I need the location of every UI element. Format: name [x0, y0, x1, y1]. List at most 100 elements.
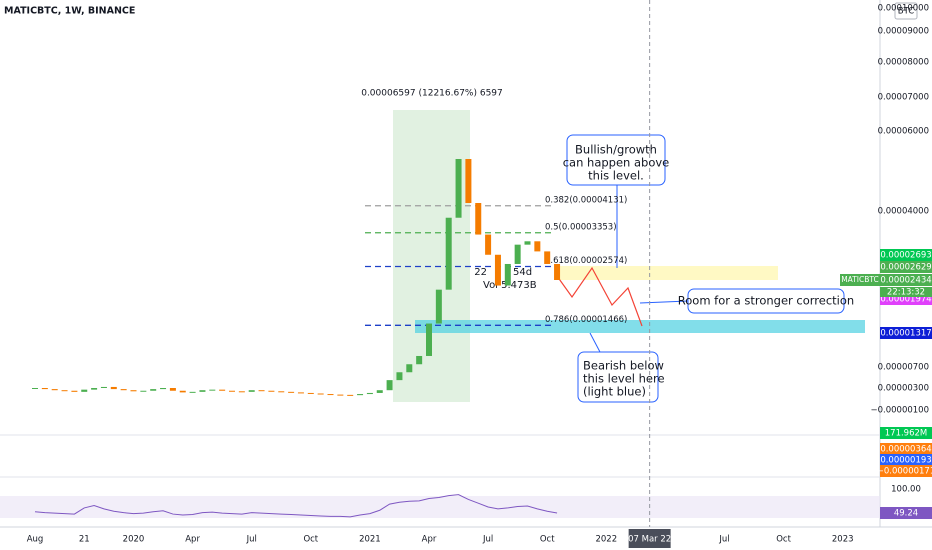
candle	[32, 388, 38, 389]
candle	[130, 390, 137, 392]
candle	[357, 394, 364, 396]
candle	[347, 394, 354, 396]
candle	[485, 234, 492, 255]
measure-label: 0.00006597 (12216.67%) 6597	[361, 89, 503, 99]
candle	[504, 263, 511, 286]
price-badge-bg	[880, 274, 932, 286]
candle	[465, 159, 472, 203]
candle	[209, 389, 216, 391]
price-badge: 0.00002629	[880, 263, 931, 273]
candle	[435, 289, 442, 324]
candle	[91, 388, 98, 390]
volume-badge-bg	[880, 427, 932, 439]
x-tick-label: Oct	[303, 535, 318, 545]
price-badge-bg	[880, 249, 932, 261]
y-tick-label: 0.00008000	[878, 58, 929, 68]
callout-text: Room for a stronger correction	[678, 294, 854, 308]
y-tick-label: 0.00006000	[878, 127, 929, 137]
x-tick-label: Aug	[27, 535, 44, 545]
price-badge-bg	[880, 327, 932, 339]
candle	[426, 323, 432, 356]
symbol-tag: MATICBTC	[841, 275, 879, 284]
candle	[120, 389, 127, 391]
x-tick-label: Apr	[422, 535, 437, 545]
fib-label: 0.5(0.00003353)	[545, 222, 617, 232]
crosshair-box	[628, 529, 671, 548]
fib-label: 0.618(0.00002574)	[545, 256, 627, 266]
candle	[268, 390, 275, 392]
candle	[396, 372, 403, 381]
candle	[140, 390, 147, 392]
x-tick-label: 2021	[359, 535, 381, 545]
candle	[258, 390, 265, 392]
callout-text: this level here	[583, 372, 665, 386]
callout-text: Bullish/growth	[575, 143, 657, 157]
symbol-tag-bg	[840, 274, 880, 286]
fib-label: 0.786(0.00001466)	[545, 315, 627, 325]
macd-badge: 0.00000193	[880, 456, 931, 466]
rsi-badge: 100.00	[891, 485, 921, 495]
candle	[475, 203, 482, 235]
y-tick-label: −0.00000100	[871, 406, 930, 416]
callout-pointer	[639, 300, 689, 304]
candle	[179, 390, 186, 393]
callout-text: this level.	[588, 169, 644, 183]
y-tick-label: 0.00010000	[878, 4, 929, 14]
y-tick-label: 0.00009000	[878, 27, 929, 37]
x-tick-label: 2020	[123, 535, 145, 545]
x-tick-label: Jul	[246, 535, 257, 545]
y-tick-label: 0.00000700	[878, 363, 929, 373]
candle	[51, 389, 58, 391]
countdown-bg	[880, 287, 932, 297]
candle	[337, 394, 344, 396]
measure-box	[393, 110, 470, 402]
candle	[160, 388, 167, 390]
candle	[81, 389, 88, 392]
range-bars: 22	[474, 267, 487, 278]
crosshair-label: 07 Mar 22	[628, 535, 671, 545]
candle	[61, 390, 68, 392]
countdown: 22:13:32	[887, 288, 925, 298]
range-days: 54d	[513, 267, 532, 278]
price-badge: 0.00002434	[880, 276, 931, 286]
rsi-band	[0, 496, 880, 518]
macd-badge-bg	[880, 465, 932, 477]
x-tick-label: Oct	[540, 535, 555, 545]
price-badge: 0.00001317	[880, 329, 931, 339]
price-badge: 0.00001974	[880, 295, 931, 305]
bull-zone	[555, 266, 778, 280]
currency: BTC	[898, 7, 915, 17]
candle	[219, 389, 226, 391]
candle	[278, 391, 285, 393]
currency-box	[894, 2, 918, 20]
candle	[41, 388, 48, 390]
price-badge: 0.00002693	[880, 251, 931, 261]
symbol-header: MATICBTC, 1W, BINANCE	[4, 6, 135, 17]
candle	[416, 355, 423, 365]
candle	[100, 386, 107, 388]
x-tick-label: 2023	[832, 535, 854, 545]
macd-badge-bg	[880, 454, 932, 466]
candle	[327, 394, 334, 396]
callout-text: can happen above	[563, 156, 670, 170]
callout-text: (light blue)	[583, 385, 646, 399]
candle	[297, 392, 304, 394]
candle	[406, 364, 413, 373]
x-tick-label: Apr	[185, 535, 200, 545]
candle	[110, 386, 117, 390]
candle	[229, 390, 235, 392]
callout-pointer	[589, 332, 601, 353]
macd-badge: −0.00000171	[877, 467, 932, 477]
candle	[150, 389, 157, 391]
candle	[544, 251, 551, 264]
candle	[386, 380, 393, 391]
x-tick-label: 21	[79, 535, 90, 545]
y-tick-label: 0.00000300	[878, 384, 929, 394]
y-tick-label: 0.00004000	[878, 207, 929, 217]
candle	[376, 390, 383, 393]
candle	[288, 391, 295, 393]
rsi-badge: 49.24	[894, 509, 918, 519]
bear-zone	[415, 320, 865, 333]
candle	[455, 159, 462, 218]
